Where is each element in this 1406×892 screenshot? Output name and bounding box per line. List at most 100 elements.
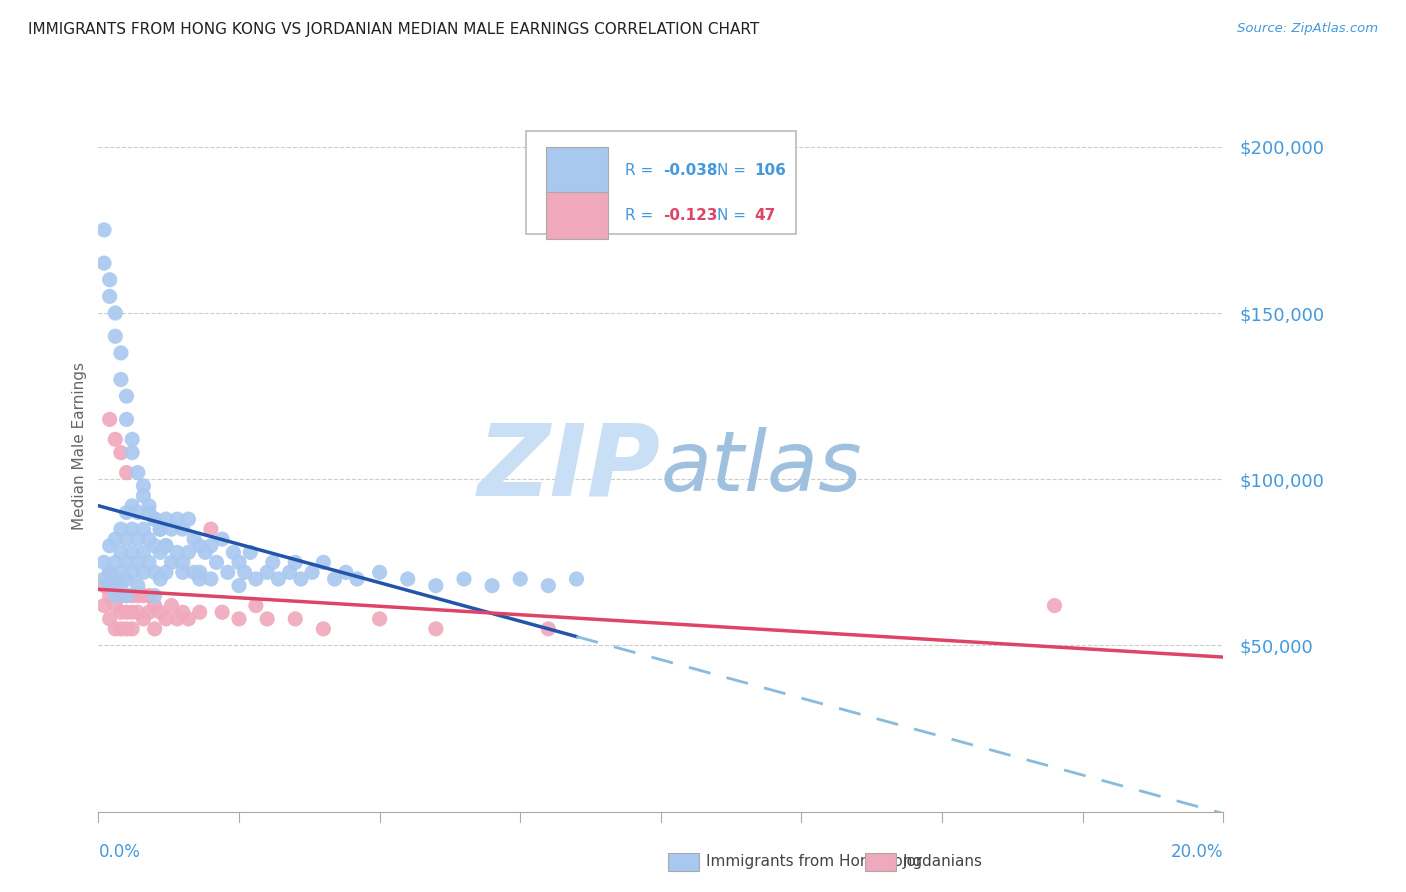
Point — [93, 579, 115, 593]
Point — [565, 572, 588, 586]
Point — [93, 599, 115, 613]
Point — [104, 555, 127, 569]
Point — [155, 539, 177, 553]
Point — [155, 566, 177, 580]
Point — [121, 433, 143, 447]
Text: IMMIGRANTS FROM HONG KONG VS JORDANIAN MEDIAN MALE EARNINGS CORRELATION CHART: IMMIGRANTS FROM HONG KONG VS JORDANIAN M… — [28, 22, 759, 37]
Bar — [546, 192, 607, 239]
Point — [323, 572, 346, 586]
Point — [127, 589, 149, 603]
Y-axis label: Median Male Earnings: Median Male Earnings — [72, 362, 87, 530]
Point — [132, 545, 155, 559]
Point — [132, 589, 155, 603]
Point — [335, 566, 357, 580]
Point — [143, 539, 166, 553]
Point — [110, 566, 132, 580]
Point — [177, 512, 200, 526]
Point — [217, 566, 239, 580]
Text: 106: 106 — [754, 163, 786, 178]
Point — [98, 289, 121, 303]
Text: Immigrants from Hong Kong: Immigrants from Hong Kong — [706, 855, 922, 869]
Point — [228, 612, 250, 626]
Point — [301, 566, 323, 580]
Point — [346, 572, 368, 586]
Point — [110, 622, 132, 636]
Point — [98, 412, 121, 426]
Text: ZIP: ZIP — [478, 419, 661, 516]
Point — [425, 622, 447, 636]
Point — [132, 566, 155, 580]
Text: -0.123: -0.123 — [664, 208, 717, 223]
Point — [425, 579, 447, 593]
Point — [121, 605, 143, 619]
Point — [104, 622, 127, 636]
Point — [211, 605, 233, 619]
Point — [121, 445, 143, 459]
Point — [312, 622, 335, 636]
Point — [115, 389, 138, 403]
Point — [267, 572, 290, 586]
Text: Source: ZipAtlas.com: Source: ZipAtlas.com — [1237, 22, 1378, 36]
Point — [143, 599, 166, 613]
Point — [256, 612, 278, 626]
Point — [121, 566, 143, 580]
Point — [127, 579, 149, 593]
Point — [284, 555, 307, 569]
Point — [222, 545, 245, 559]
Point — [121, 499, 143, 513]
Point — [143, 512, 166, 526]
Point — [149, 522, 172, 536]
Point — [172, 605, 194, 619]
Point — [115, 572, 138, 586]
Point — [509, 572, 531, 586]
Point — [138, 589, 160, 603]
Point — [188, 572, 211, 586]
Text: R =: R = — [624, 208, 658, 223]
Point — [121, 589, 143, 603]
Point — [143, 512, 166, 526]
Point — [188, 539, 211, 553]
Bar — [546, 146, 607, 194]
Point — [312, 555, 335, 569]
Point — [98, 539, 121, 553]
Point — [121, 522, 143, 536]
Text: Jordanians: Jordanians — [903, 855, 983, 869]
Point — [110, 522, 132, 536]
Point — [138, 499, 160, 513]
Point — [115, 466, 138, 480]
Point — [115, 605, 138, 619]
Point — [132, 489, 155, 503]
Point — [104, 599, 127, 613]
Point — [98, 273, 121, 287]
Point — [115, 532, 138, 546]
Point — [166, 512, 188, 526]
Point — [143, 589, 166, 603]
Point — [98, 566, 121, 580]
Point — [200, 539, 222, 553]
Point — [166, 545, 188, 559]
Text: -0.038: -0.038 — [664, 163, 717, 178]
Point — [132, 522, 155, 536]
Text: N =: N = — [717, 208, 751, 223]
Point — [183, 532, 205, 546]
Point — [245, 599, 267, 613]
Point — [110, 445, 132, 459]
Point — [160, 555, 183, 569]
Point — [239, 545, 262, 559]
Point — [104, 579, 127, 593]
Point — [98, 566, 121, 580]
FancyBboxPatch shape — [526, 131, 796, 234]
Point — [110, 346, 132, 360]
Point — [115, 555, 138, 569]
Point — [149, 522, 172, 536]
Point — [188, 605, 211, 619]
Point — [396, 572, 419, 586]
Point — [127, 605, 149, 619]
Point — [228, 579, 250, 593]
Point — [1043, 599, 1066, 613]
Point — [93, 572, 115, 586]
Point — [110, 545, 132, 559]
Text: R =: R = — [624, 163, 658, 178]
Point — [115, 622, 138, 636]
Point — [115, 412, 138, 426]
